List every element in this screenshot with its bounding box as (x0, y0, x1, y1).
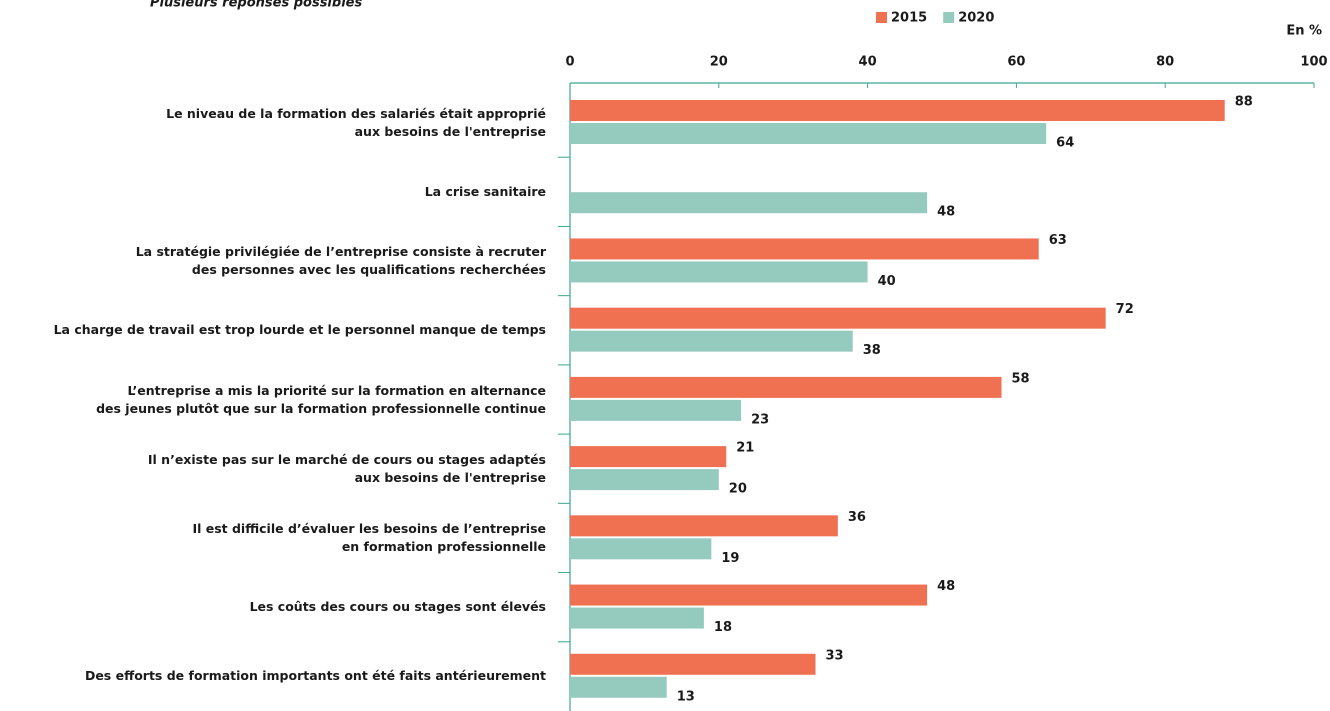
bar (570, 376, 1002, 398)
bar (570, 330, 853, 352)
value-label: 72 (1116, 302, 1134, 317)
legend-swatch (876, 12, 887, 23)
bar (570, 100, 1225, 121)
category-label: Des efforts de formation importants ont … (84, 668, 546, 684)
legend-swatch (943, 12, 955, 23)
x-tick-label: 100 (1300, 55, 1327, 70)
legend-label: 2020 (958, 11, 994, 26)
bar (570, 307, 1106, 329)
value-label: 64 (1056, 136, 1074, 151)
bar (570, 584, 928, 606)
x-tick-label: 0 (565, 55, 574, 70)
x-tick-label: 60 (1007, 55, 1025, 70)
value-label: 88 (1235, 95, 1253, 110)
bar (570, 261, 868, 283)
bar (570, 538, 712, 560)
value-label: 21 (736, 441, 754, 456)
value-label: 40 (878, 274, 896, 289)
value-label: 23 (751, 412, 769, 427)
category-label: Il n’existe pas sur le marché de cours o… (147, 451, 546, 485)
value-label: 48 (937, 205, 955, 220)
value-label: 33 (826, 648, 844, 663)
bar (570, 515, 838, 537)
bar (570, 446, 727, 468)
bar (570, 469, 719, 491)
legend-label: 2015 (891, 11, 927, 26)
category-label: Les coûts des cours ou stages sont élevé… (249, 599, 546, 615)
category-label: Le niveau de la formation des salariés é… (166, 105, 546, 139)
x-tick-label: 40 (859, 55, 877, 70)
bar (570, 653, 816, 675)
bar (570, 676, 667, 698)
bar (570, 123, 1047, 144)
value-label: 18 (714, 620, 732, 635)
category-label: La stratégie privilégiée de l’entreprise… (135, 244, 546, 278)
value-label: 19 (721, 551, 739, 566)
x-tick-label: 80 (1156, 55, 1174, 70)
value-label: 63 (1049, 233, 1067, 248)
value-label: 13 (677, 689, 695, 704)
value-label: 58 (1012, 371, 1030, 386)
category-label: L’entreprise a mis la priorité sur la fo… (96, 382, 546, 416)
unit-label: En % (1286, 24, 1322, 39)
subtitle: Plusieurs réponses possibles (150, 0, 362, 11)
value-label: 36 (848, 510, 866, 525)
x-tick-label: 20 (710, 55, 728, 70)
bar (570, 238, 1039, 260)
category-label: Il est difficile d’évaluer les besoins d… (192, 520, 546, 554)
category-label: La charge de travail est trop lourde et … (53, 322, 546, 338)
value-label: 48 (937, 579, 955, 594)
value-label: 38 (863, 343, 881, 358)
bar (570, 399, 742, 421)
bar (570, 607, 704, 629)
value-label: 20 (729, 482, 747, 497)
bar (570, 192, 928, 214)
category-label: La crise sanitaire (424, 183, 546, 199)
